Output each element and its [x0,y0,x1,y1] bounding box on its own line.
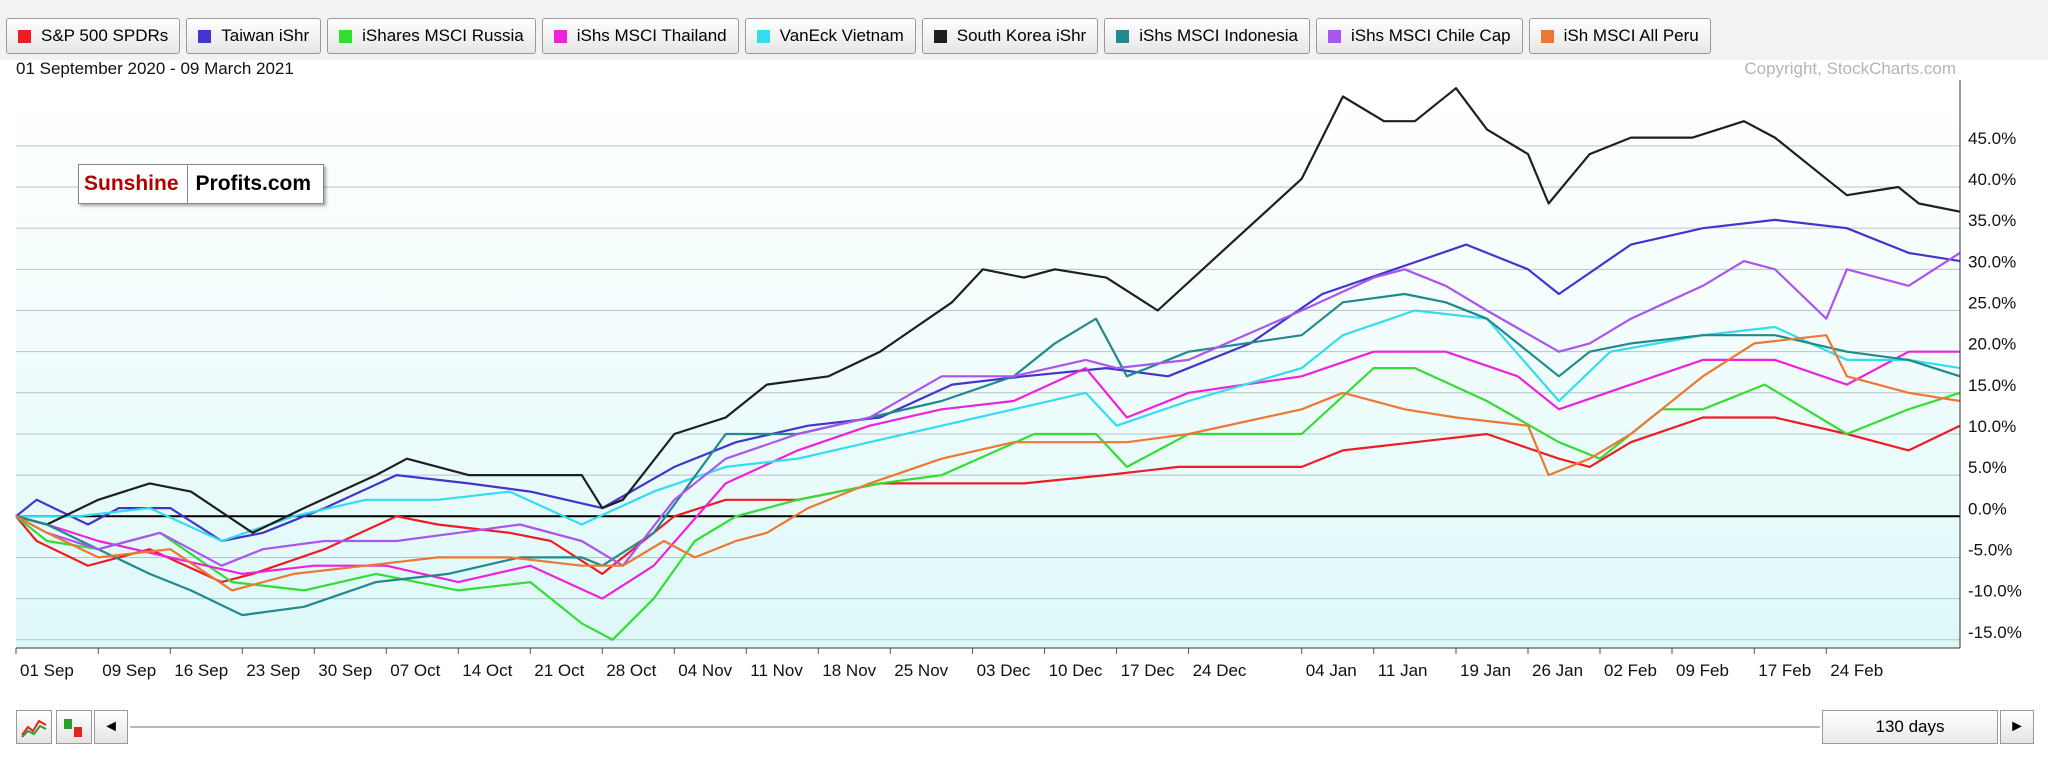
x-tick-label: 03 Dec [977,661,1031,680]
legend-swatch [18,29,31,43]
legend-swatch [756,29,770,43]
legend-swatch [1540,29,1554,43]
legend-swatch [198,29,212,43]
x-tick-label: 18 Nov [822,661,876,680]
x-tick-label: 30 Sep [318,661,372,680]
x-tick-label: 11 Jan [1378,661,1428,680]
scroll-left-button[interactable]: ◄ [94,710,128,744]
y-tick-label: -15.0% [1968,623,2022,642]
legend-item[interactable]: VanEck Vietnam [744,18,916,54]
y-tick-label: 45.0% [1968,129,2016,148]
legend-item[interactable]: Taiwan iShr [186,18,322,54]
x-tick-label: 01 Sep [20,661,74,680]
line-chart-type-icon[interactable] [16,710,52,744]
y-tick-label: 0.0% [1968,499,2007,518]
series-line-ish-msci-all-peru [15,334,1961,592]
legend-label: South Korea iShr [956,26,1087,45]
x-tick-label: 21 Oct [534,661,584,680]
date-range-label: 01 September 2020 - 09 March 2021 [16,59,294,78]
x-tick-label: 14 Oct [462,661,512,680]
scroll-right-button[interactable]: ► [2000,710,2034,744]
y-tick-label: 25.0% [1968,293,2016,312]
line-chart-icon [21,719,47,738]
series-line-south-korea-ishr [15,87,1961,534]
legend-swatch [933,29,947,43]
line-chart: -15.0% -10.0% -5.0% 0.0% 5.0% 10.0% 15.0% 20.0%… [15,80,2022,680]
x-tick-label: 10 Dec [1049,661,1103,680]
y-tick-label: 10.0% [1968,417,2016,436]
series-line-ishs-msci-chile-cap [15,251,1961,567]
x-tick-label: 09 Sep [102,661,156,680]
period-selector[interactable]: 130 days [1822,710,1998,744]
legend-item[interactable]: iSh MSCI All Peru [1528,18,1711,54]
x-tick-label: 11 Nov [750,661,803,680]
x-tick-label: 19 Jan [1460,661,1511,680]
y-tick-label: 40.0% [1968,170,2016,189]
chart-controls: ◄ 130 days ► [0,700,2048,762]
legend-swatch [1116,29,1130,43]
x-tick-label: 17 Feb [1758,661,1811,680]
y-tick-label: 5.0% [1968,458,2007,477]
legend-label: iShares MSCI Russia [362,26,524,45]
legend-item[interactable]: iShs MSCI Indonesia [1104,18,1310,54]
x-tick-label: 28 Oct [606,661,656,680]
legend-label: iSh MSCI All Peru [1563,26,1699,45]
legend-label: iShs MSCI Chile Cap [1350,26,1511,45]
legend-label: VanEck Vietnam [779,26,904,45]
plot-background [16,80,1960,648]
legend-swatch [339,29,353,43]
x-tick-label: 25 Nov [894,661,948,680]
x-tick-label: 24 Feb [1830,661,1883,680]
legend: S&P 500 SPDRs Taiwan iShr iShares MSCI Rus… [6,18,1711,56]
x-tick-label: 24 Dec [1193,661,1247,680]
legend-swatch [1327,29,1341,43]
y-tick-label: 35.0% [1968,211,2016,230]
x-tick-label: 17 Dec [1121,661,1175,680]
x-tick-label: 04 Jan [1306,661,1357,680]
legend-label: Taiwan iShr [221,26,310,45]
legend-item[interactable]: S&P 500 SPDRs [6,18,181,54]
scroll-track[interactable] [130,726,1820,728]
legend-item[interactable]: iShares MSCI Russia [327,18,536,54]
x-tick-label: 04 Nov [678,661,732,680]
legend-swatch [553,29,567,43]
y-tick-label: -10.0% [1968,582,2022,601]
copyright-label: Copyright, StockCharts.com [1744,59,1956,78]
x-tick-label: 23 Sep [246,661,300,680]
brand-logo: Sunshine Profits.com [78,164,325,204]
y-tick-label: 30.0% [1968,252,2016,271]
y-tick-label: -5.0% [1968,540,2012,559]
legend-item[interactable]: iShs MSCI Thailand [541,18,739,54]
brand-right-text: Profits.com [195,172,312,195]
y-tick-label: 15.0% [1968,376,2016,395]
brand-left-text: Sunshine [79,165,188,203]
bar-chart-type-icon[interactable] [56,710,92,744]
x-tick-label: 02 Feb [1604,661,1657,680]
series-line-ishs-msci-thailand [15,350,1960,600]
legend-item[interactable]: iShs MSCI Chile Cap [1315,18,1523,54]
x-tick-label: 09 Feb [1676,661,1729,680]
x-tick-label: 16 Sep [174,661,228,680]
x-tick-label: 26 Jan [1532,661,1583,680]
legend-label: iShs MSCI Thailand [576,26,727,45]
y-tick-label: 20.0% [1968,335,2016,354]
series-line-vaneck-vietnam [16,309,1961,543]
legend-label: iShs MSCI Indonesia [1139,26,1298,45]
legend-item[interactable]: South Korea iShr [921,18,1099,54]
x-tick-label: 07 Oct [390,661,440,680]
legend-label: S&P 500 SPDRs [41,26,169,45]
bar-chart-icon [64,719,82,737]
